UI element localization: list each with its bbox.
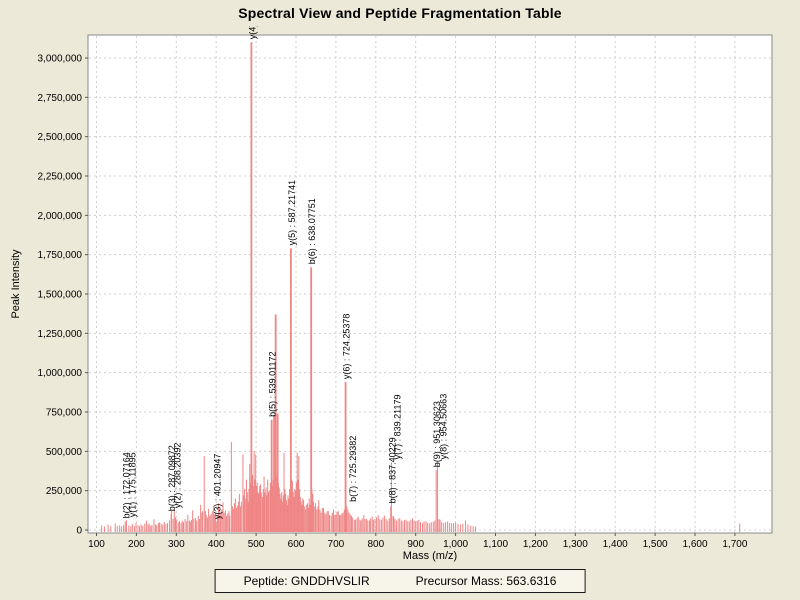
svg-text:y(7) : 839.21179: y(7) : 839.21179 (392, 394, 402, 459)
svg-text:b(9) : 951.30623: b(9) : 951.30623 (432, 401, 442, 467)
svg-text:b(2) : 172.07164: b(2) : 172.07164 (121, 452, 131, 518)
svg-text:900: 900 (407, 539, 424, 550)
plot-frame (87, 34, 773, 534)
x-axis-title: Mass (m/z) (402, 550, 458, 562)
precursor-mass-text: Precursor Mass: 563.6316 (415, 574, 557, 588)
svg-text:500,000: 500,000 (46, 447, 83, 458)
svg-text:y(3) : 401.20947: y(3) : 401.20947 (213, 454, 223, 520)
svg-text:b(7) : 725.29382: b(7) : 725.29382 (348, 436, 358, 502)
svg-text:1,000: 1,000 (443, 539, 468, 550)
svg-text:1,100: 1,100 (483, 539, 508, 550)
svg-text:2,250,000: 2,250,000 (38, 172, 83, 183)
plot-area[interactable] (88, 35, 772, 533)
svg-text:b(3) : 287.09872: b(3) : 287.09872 (167, 445, 177, 511)
peptide-text: Peptide: GNDDHVSLIR (243, 574, 370, 588)
svg-text:1,600: 1,600 (682, 539, 707, 550)
axis-ticks: 0 250,000 500,000 750,000 1,000,000 1,250,000… (38, 54, 748, 551)
svg-text:y(2) : 288.20392: y(2) : 288.20392 (173, 443, 183, 509)
svg-text:y(5) : 587.21741: y(5) : 587.21741 (287, 180, 297, 246)
svg-text:500: 500 (248, 539, 265, 550)
svg-text:y(1) : 175.11895: y(1) : 175.11895 (127, 452, 137, 517)
svg-text:b(8) : 837.40229: b(8) : 837.40229 (388, 437, 398, 503)
peptide-info-box: Peptide: GNDDHVSLIR Precursor Mass: 563.… (214, 569, 586, 593)
svg-text:1,000,000: 1,000,000 (38, 368, 83, 379)
svg-text:700: 700 (328, 539, 345, 550)
svg-text:1,250,000: 1,250,000 (38, 329, 83, 340)
svg-text:1,400: 1,400 (603, 539, 628, 550)
svg-text:3,000,000: 3,000,000 (38, 54, 83, 65)
svg-text:1,500: 1,500 (643, 539, 668, 550)
page-title: Spectral View and Peptide Fragmentation … (238, 5, 562, 21)
svg-text:750,000: 750,000 (46, 408, 83, 419)
svg-text:1,700: 1,700 (722, 539, 747, 550)
svg-text:b(5) : 539.01172: b(5) : 539.01172 (268, 351, 278, 416)
svg-text:b(6) : 638.07751: b(6) : 638.07751 (307, 198, 317, 264)
svg-text:y(8) : 954.50663: y(8) : 954.50663 (438, 394, 448, 460)
svg-text:200: 200 (128, 539, 145, 550)
spectrum-peaks (101, 42, 741, 532)
svg-text:100: 100 (88, 539, 105, 550)
svg-text:2,000,000: 2,000,000 (38, 211, 83, 222)
svg-text:800: 800 (367, 539, 384, 550)
svg-text:2,750,000: 2,750,000 (38, 93, 83, 104)
svg-text:1,750,000: 1,750,000 (38, 250, 83, 261)
svg-text:0: 0 (76, 526, 82, 537)
spectrum-svg: 0 250,000 500,000 750,000 1,000,000 1,250,000… (38, 19, 773, 551)
svg-text:300: 300 (168, 539, 185, 550)
svg-text:400: 400 (208, 539, 225, 550)
svg-text:250,000: 250,000 (46, 486, 83, 497)
svg-text:1,200: 1,200 (523, 539, 548, 550)
svg-text:y(4) :: y(4) : (247, 19, 257, 40)
svg-text:1,500,000: 1,500,000 (38, 290, 83, 301)
svg-text:2,500,000: 2,500,000 (38, 132, 83, 143)
svg-text:600: 600 (288, 539, 305, 550)
svg-text:1,300: 1,300 (563, 539, 588, 550)
svg-text:y(6) : 724.25378: y(6) : 724.25378 (342, 314, 352, 380)
y-axis-title: Peak Intensity (10, 249, 22, 319)
